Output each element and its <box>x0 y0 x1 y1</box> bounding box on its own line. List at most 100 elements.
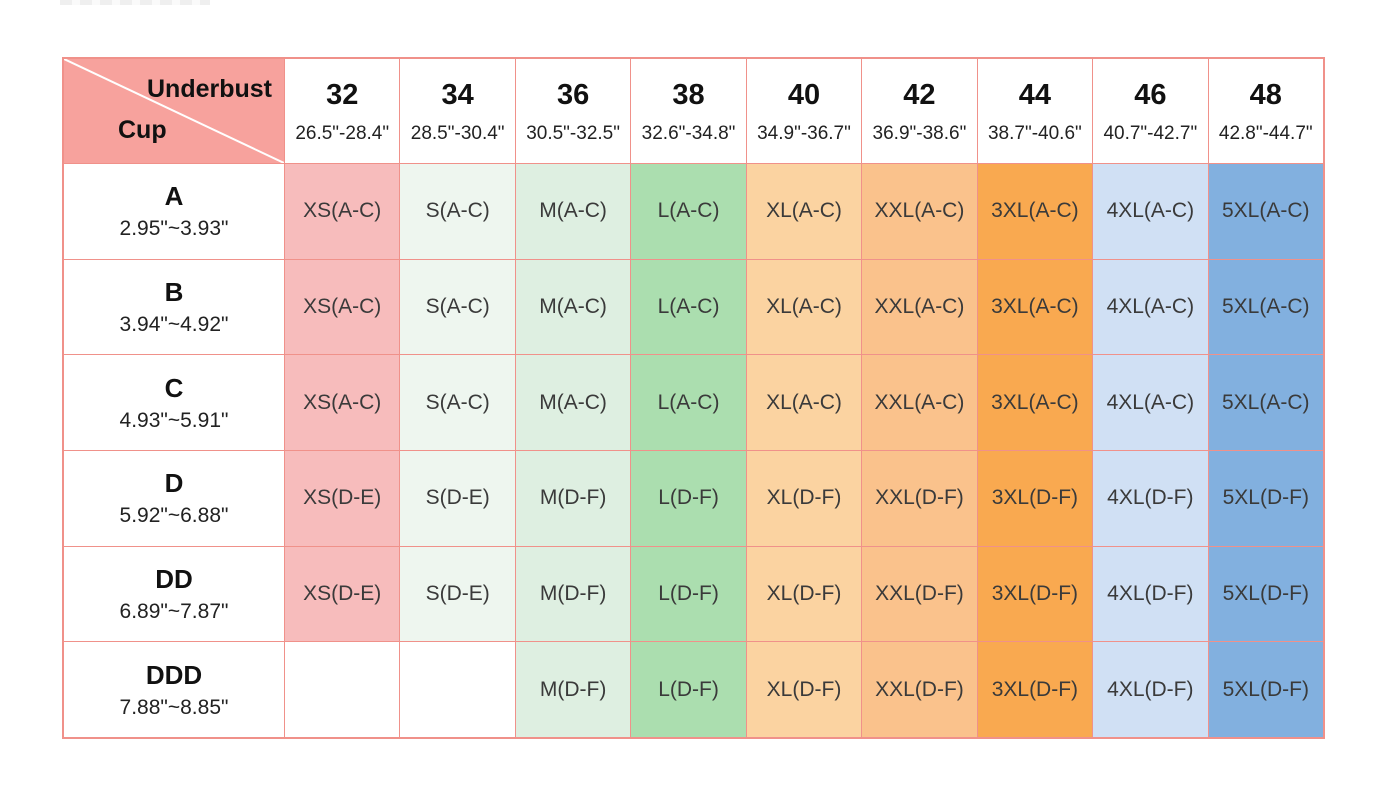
size-cell: M(D-F) <box>515 450 631 546</box>
column-header-36: 36 30.5"-32.5" <box>515 59 631 163</box>
cup-label: Cup <box>118 116 167 144</box>
column-header-32: 32 26.5"-28.4" <box>285 59 400 163</box>
column-header-42: 42 36.9"-38.6" <box>862 59 977 163</box>
size-cell: XL(A-C) <box>746 164 862 259</box>
size-cell: XXL(A-C) <box>862 259 977 355</box>
size-cell: XXL(A-C) <box>862 355 977 450</box>
cup-size: DDD <box>145 659 203 690</box>
size-cell: S(A-C) <box>400 259 515 355</box>
cup-size: B <box>164 276 184 307</box>
cup-range: 6.89"~7.87" <box>119 600 229 624</box>
size-cell: 5XL(A-C) <box>1208 355 1323 450</box>
size-cell: XS(A-C) <box>285 164 400 259</box>
row-header-b: B 3.94"~4.92" <box>64 259 284 355</box>
cropped-text-remnant <box>60 0 210 5</box>
size-cell <box>400 642 515 737</box>
column-range: 34.9"-36.7" <box>757 122 851 144</box>
column-range: 36.9"-38.6" <box>872 122 967 144</box>
column-size: 44 <box>1018 79 1052 112</box>
cup-size: D <box>164 468 184 499</box>
column-size: 40 <box>787 79 821 112</box>
size-cell: L(D-F) <box>631 546 746 642</box>
size-cell <box>285 642 400 737</box>
size-cell: L(A-C) <box>631 259 746 355</box>
column-header-48: 48 42.8"-44.7" <box>1208 59 1323 163</box>
column-size: 32 <box>326 79 359 112</box>
column-range: 32.6"-34.8" <box>641 122 736 144</box>
column-header-44: 44 38.7"-40.6" <box>977 59 1093 163</box>
size-cell: 3XL(D-F) <box>977 450 1093 546</box>
size-cell: XL(D-F) <box>746 546 862 642</box>
size-cell: XL(D-F) <box>746 450 862 546</box>
size-cell: 5XL(D-F) <box>1208 642 1323 737</box>
size-cell: 3XL(D-F) <box>977 642 1093 737</box>
column-size: 34 <box>441 79 474 112</box>
column-range: 42.8"-44.7" <box>1218 122 1313 144</box>
size-cell: 4XL(A-C) <box>1093 164 1208 259</box>
size-chart-table: Underbust Cup 32 26.5"-28.4" 34 28.5"-30… <box>62 57 1325 739</box>
size-cell: S(D-E) <box>400 546 515 642</box>
size-cell: M(D-F) <box>515 546 631 642</box>
size-cell: 5XL(D-F) <box>1208 450 1323 546</box>
column-range: 40.7"-42.7" <box>1103 122 1198 144</box>
column-header-38: 38 32.6"-34.8" <box>631 59 746 163</box>
cup-range: 5.92"~6.88" <box>119 504 229 528</box>
column-size: 46 <box>1134 79 1167 112</box>
column-range: 28.5"-30.4" <box>410 122 505 144</box>
column-range: 38.7"-40.6" <box>987 122 1082 144</box>
size-cell: L(A-C) <box>631 355 746 450</box>
size-cell: XS(D-E) <box>285 546 400 642</box>
row-header-d: D 5.92"~6.88" <box>64 450 284 546</box>
column-size: 38 <box>672 79 705 112</box>
row-header-dd: DD 6.89"~7.87" <box>64 546 284 642</box>
cup-range: 4.93"~5.91" <box>119 408 229 432</box>
size-cell: XXL(D-F) <box>862 450 977 546</box>
row-header-c: C 4.93"~5.91" <box>64 355 284 450</box>
size-cell: S(D-E) <box>400 450 515 546</box>
size-cell: 3XL(A-C) <box>977 259 1093 355</box>
size-cell: M(A-C) <box>515 355 631 450</box>
size-cell: 3XL(D-F) <box>977 546 1093 642</box>
column-range: 26.5"-28.4" <box>295 122 390 144</box>
size-cell: L(A-C) <box>631 164 746 259</box>
size-cell: 4XL(D-F) <box>1093 450 1208 546</box>
size-cell: M(A-C) <box>515 164 631 259</box>
size-cell: 4XL(D-F) <box>1093 546 1208 642</box>
size-cell: 5XL(A-C) <box>1208 164 1323 259</box>
column-header-34: 34 28.5"-30.4" <box>400 59 515 163</box>
underbust-label: Underbust <box>147 75 272 103</box>
size-cell: M(A-C) <box>515 259 631 355</box>
column-header-40: 40 34.9"-36.7" <box>746 59 862 163</box>
column-header-46: 46 40.7"-42.7" <box>1093 59 1208 163</box>
size-cell: XS(A-C) <box>285 355 400 450</box>
size-cell: S(A-C) <box>400 355 515 450</box>
cup-size: A <box>164 181 184 212</box>
size-cell: 5XL(A-C) <box>1208 259 1323 355</box>
column-size: 48 <box>1249 79 1282 112</box>
diagonal-line <box>64 59 284 163</box>
cup-size: DD <box>155 563 193 594</box>
size-cell: 4XL(A-C) <box>1093 355 1208 450</box>
cup-range: 2.95"~3.93" <box>119 217 229 241</box>
row-header-ddd: DDD 7.88"~8.85" <box>64 642 284 737</box>
size-cell: 3XL(A-C) <box>977 355 1093 450</box>
size-cell: XL(D-F) <box>746 642 862 737</box>
cup-range: 3.94"~4.92" <box>119 313 229 337</box>
size-cell: L(D-F) <box>631 642 746 737</box>
size-cell: 4XL(D-F) <box>1093 642 1208 737</box>
cup-range: 7.88"~8.85" <box>119 695 229 719</box>
cup-size: C <box>164 372 184 403</box>
size-cell: XS(A-C) <box>285 259 400 355</box>
size-cell: XS(D-E) <box>285 450 400 546</box>
size-cell: 4XL(A-C) <box>1093 259 1208 355</box>
size-cell: XXL(D-F) <box>862 642 977 737</box>
corner-cell: Underbust Cup <box>64 59 284 163</box>
size-cell: 3XL(A-C) <box>977 164 1093 259</box>
size-cell: XXL(A-C) <box>862 164 977 259</box>
row-header-a: A 2.95"~3.93" <box>64 164 284 259</box>
column-size: 42 <box>903 79 936 112</box>
size-cell: M(D-F) <box>515 642 631 737</box>
column-size: 36 <box>556 79 590 112</box>
size-cell: 5XL(D-F) <box>1208 546 1323 642</box>
size-cell: S(A-C) <box>400 164 515 259</box>
